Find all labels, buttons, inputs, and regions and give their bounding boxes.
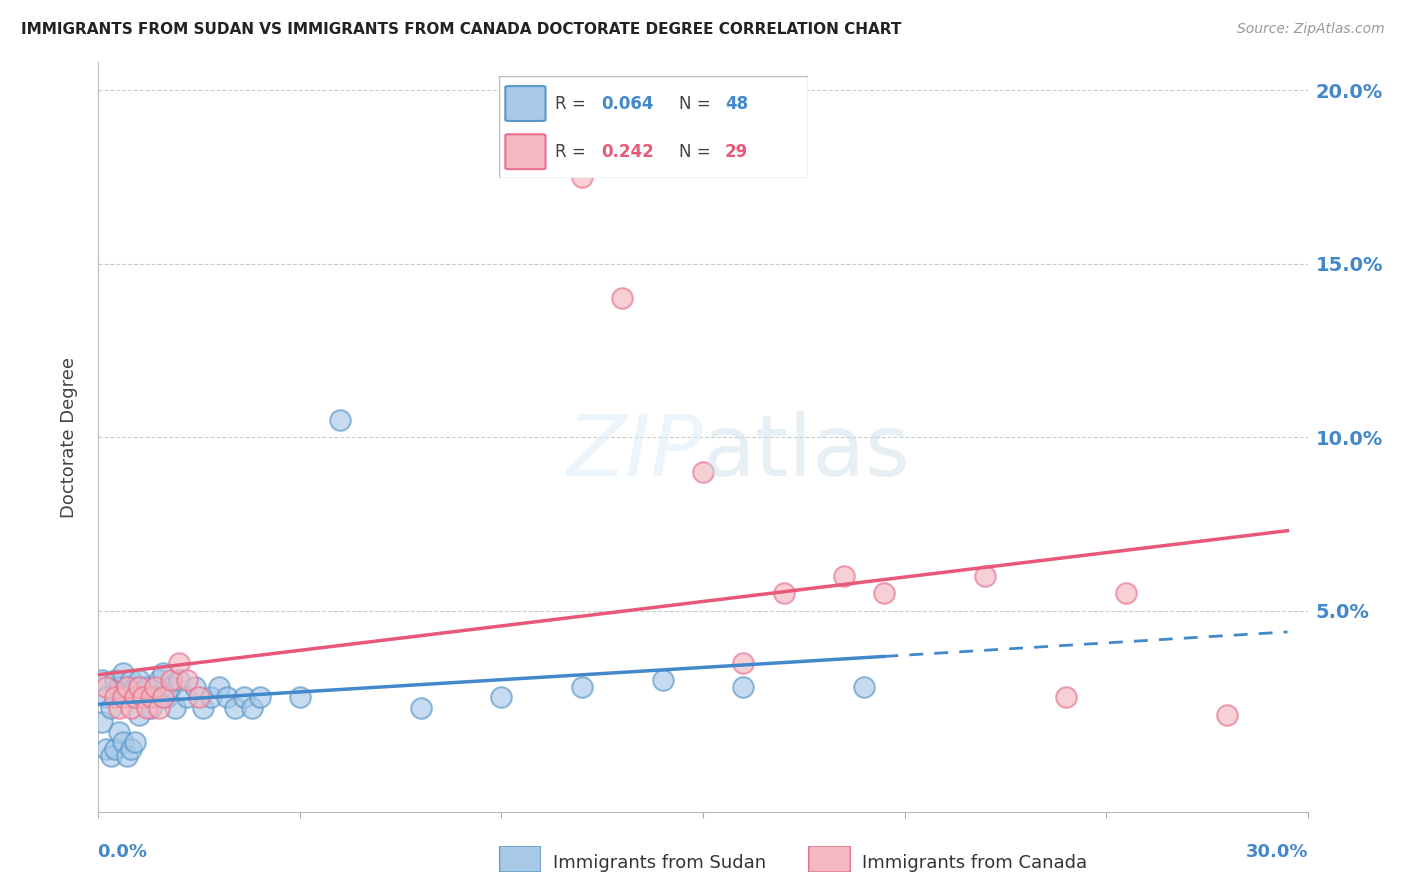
Point <box>571 680 593 694</box>
Text: 0.242: 0.242 <box>602 143 654 161</box>
Point <box>132 690 155 705</box>
Text: 0.064: 0.064 <box>602 95 654 112</box>
Point <box>409 700 432 714</box>
FancyBboxPatch shape <box>499 76 808 178</box>
Point <box>115 749 138 764</box>
Text: 0.0%: 0.0% <box>97 843 148 861</box>
Point <box>132 690 155 705</box>
Point <box>143 690 166 705</box>
Text: 29: 29 <box>725 143 748 161</box>
Point <box>139 690 162 705</box>
Text: 30.0%: 30.0% <box>1246 843 1309 861</box>
Point <box>491 690 513 705</box>
Text: ZIP: ZIP <box>567 410 703 493</box>
Point <box>176 690 198 705</box>
Point <box>249 690 271 705</box>
Point <box>100 700 122 714</box>
Point <box>107 725 129 739</box>
Point <box>200 690 222 705</box>
Point <box>329 413 352 427</box>
Text: R =: R = <box>555 95 591 112</box>
Point <box>651 673 673 687</box>
Point <box>103 742 125 756</box>
Point <box>873 586 896 600</box>
Point <box>193 700 215 714</box>
Point <box>184 680 207 694</box>
Point <box>288 690 311 705</box>
Point <box>107 700 129 714</box>
Text: Immigrants from Canada: Immigrants from Canada <box>862 854 1087 871</box>
Point <box>1054 690 1077 705</box>
Point <box>152 690 174 705</box>
Point <box>103 690 125 705</box>
Point <box>152 665 174 680</box>
Point <box>120 700 142 714</box>
Point <box>128 707 150 722</box>
Point <box>96 690 118 705</box>
Point <box>832 569 855 583</box>
Point <box>176 673 198 687</box>
Point <box>232 690 254 705</box>
Point <box>733 680 755 694</box>
Point <box>148 700 170 714</box>
Point <box>1115 586 1137 600</box>
Text: Source: ZipAtlas.com: Source: ZipAtlas.com <box>1237 22 1385 37</box>
Point <box>107 680 129 694</box>
Text: Immigrants from Sudan: Immigrants from Sudan <box>553 854 766 871</box>
Point <box>612 291 634 305</box>
Point <box>96 742 118 756</box>
Point <box>124 735 146 749</box>
Point <box>115 680 138 694</box>
Point <box>217 690 239 705</box>
Point <box>156 690 179 705</box>
Point <box>224 700 246 714</box>
Point <box>853 680 876 694</box>
Y-axis label: Doctorate Degree: Doctorate Degree <box>59 357 77 517</box>
Point <box>240 700 263 714</box>
Point <box>974 569 997 583</box>
Point <box>115 690 138 705</box>
Point <box>571 169 593 184</box>
Point <box>111 665 134 680</box>
Point <box>135 700 157 714</box>
Point <box>163 700 186 714</box>
Point <box>160 673 183 687</box>
FancyBboxPatch shape <box>505 135 546 169</box>
FancyBboxPatch shape <box>505 87 546 121</box>
Point <box>111 735 134 749</box>
Point <box>692 465 714 479</box>
Point <box>143 680 166 694</box>
Point <box>128 680 150 694</box>
Point <box>772 586 794 600</box>
Text: IMMIGRANTS FROM SUDAN VS IMMIGRANTS FROM CANADA DOCTORATE DEGREE CORRELATION CHA: IMMIGRANTS FROM SUDAN VS IMMIGRANTS FROM… <box>21 22 901 37</box>
Text: R =: R = <box>555 143 591 161</box>
Point <box>120 673 142 687</box>
Point <box>96 680 118 694</box>
Point <box>1216 707 1239 722</box>
Point <box>139 700 162 714</box>
Point <box>208 680 231 694</box>
Point <box>188 690 211 705</box>
Point <box>167 656 190 670</box>
Point <box>124 690 146 705</box>
Point <box>167 673 190 687</box>
Text: N =: N = <box>679 95 716 112</box>
Point <box>135 680 157 694</box>
Text: 48: 48 <box>725 95 748 112</box>
Point <box>91 673 114 687</box>
Text: N =: N = <box>679 143 716 161</box>
Point <box>91 714 114 729</box>
Text: atlas: atlas <box>703 410 911 493</box>
Point <box>124 680 146 694</box>
Point <box>103 673 125 687</box>
FancyBboxPatch shape <box>499 846 541 872</box>
FancyBboxPatch shape <box>808 846 851 872</box>
Point <box>100 749 122 764</box>
Point <box>120 742 142 756</box>
Point <box>160 680 183 694</box>
Point <box>128 673 150 687</box>
Point <box>111 690 134 705</box>
Point <box>733 656 755 670</box>
Point <box>148 673 170 687</box>
